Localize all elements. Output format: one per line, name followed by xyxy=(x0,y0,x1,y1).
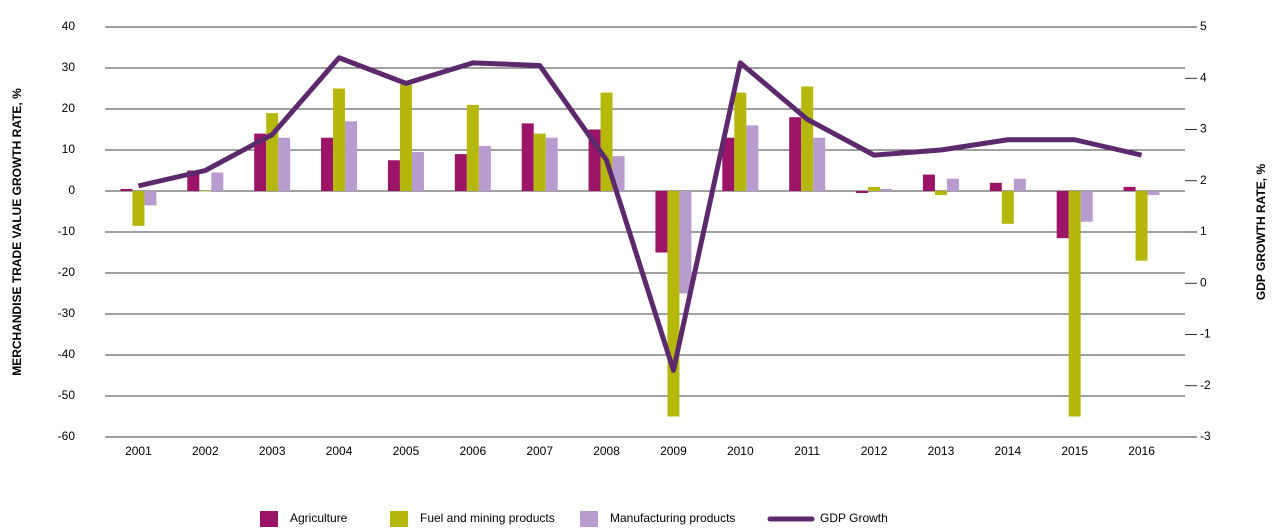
y-tick-label: -50 xyxy=(58,388,76,402)
x-tick-label: 2011 xyxy=(794,444,820,458)
bar xyxy=(132,191,145,226)
bar xyxy=(454,154,467,191)
x-tick-label: 2004 xyxy=(326,444,353,458)
x-tick-label: 2010 xyxy=(727,444,754,458)
bar xyxy=(345,121,358,191)
bar xyxy=(321,137,334,191)
y2-tick-label: -2 xyxy=(1200,378,1211,392)
x-tick-label: 2012 xyxy=(861,444,888,458)
legend-label: Agriculture xyxy=(290,511,348,525)
x-tick-label: 2002 xyxy=(192,444,219,458)
x-tick-label: 2013 xyxy=(928,444,955,458)
bar xyxy=(946,178,959,191)
bar xyxy=(411,152,424,191)
y2-tick-label: -1 xyxy=(1200,327,1211,341)
x-tick-label: 2001 xyxy=(125,444,152,458)
y-tick-label: 20 xyxy=(62,101,76,115)
x-tick-label: 2009 xyxy=(660,444,687,458)
y2-tick-label: 0 xyxy=(1200,275,1207,289)
bar xyxy=(1068,191,1081,417)
bar xyxy=(868,186,881,191)
bar xyxy=(333,88,346,191)
bar xyxy=(1135,191,1148,261)
bar xyxy=(1056,191,1069,239)
bar xyxy=(789,117,802,191)
x-tick-label: 2006 xyxy=(459,444,486,458)
bar xyxy=(120,188,133,191)
x-tick-label: 2014 xyxy=(994,444,1021,458)
bar xyxy=(813,137,826,191)
y2-tick-label: 3 xyxy=(1200,122,1207,136)
bar xyxy=(734,92,747,191)
y-tick-label: -20 xyxy=(58,265,76,279)
y-tick-label: 0 xyxy=(68,183,75,197)
bar xyxy=(266,113,279,191)
bar xyxy=(856,191,869,194)
y-tick-label: -40 xyxy=(58,347,76,361)
bar xyxy=(1123,186,1136,191)
y-tick-label: 40 xyxy=(62,19,76,33)
bar xyxy=(254,133,267,191)
bar xyxy=(1001,191,1014,224)
y-axis-label: MERCHANDISE TRADE VALUE GROWTH RATE, % xyxy=(10,88,24,376)
x-tick-label: 2015 xyxy=(1061,444,1088,458)
bar xyxy=(746,125,759,191)
y-tick-label: -30 xyxy=(58,306,76,320)
bar xyxy=(679,191,692,294)
y-tick-label: 10 xyxy=(62,142,76,156)
bar xyxy=(466,104,479,191)
y2-tick-label: -3 xyxy=(1200,429,1211,443)
y2-axis-label: GDP GROWTH RATE, % xyxy=(1254,164,1268,301)
bar xyxy=(989,182,1002,191)
x-tick-label: 2005 xyxy=(393,444,420,458)
x-tick-label: 2016 xyxy=(1128,444,1155,458)
bar xyxy=(478,145,491,191)
x-tick-label: 2007 xyxy=(526,444,553,458)
x-tick-label: 2008 xyxy=(593,444,620,458)
bar xyxy=(655,191,668,253)
bar xyxy=(144,191,157,206)
bar xyxy=(667,191,680,417)
bar xyxy=(211,172,224,191)
legend-label: Manufacturing products xyxy=(610,511,735,525)
y-tick-label: -10 xyxy=(58,224,76,238)
legend-swatch xyxy=(390,511,408,527)
line xyxy=(137,55,1143,373)
bar xyxy=(1080,191,1093,222)
bar xyxy=(722,137,735,191)
x-tick-label: 2003 xyxy=(259,444,286,458)
bar xyxy=(934,191,947,196)
legend-label: Fuel and mining products xyxy=(420,511,555,525)
y2-tick-label: 2 xyxy=(1200,173,1207,187)
bar xyxy=(1147,191,1160,196)
bar xyxy=(545,137,558,191)
bar xyxy=(1013,178,1026,191)
bar xyxy=(521,123,534,191)
y-tick-label: 30 xyxy=(62,60,76,74)
y-tick-label: -60 xyxy=(58,429,76,443)
legend-label: GDP Growth xyxy=(820,511,888,525)
bar xyxy=(278,137,291,191)
y2-tick-label: 5 xyxy=(1200,19,1207,33)
bar xyxy=(533,133,546,191)
bar xyxy=(399,84,412,191)
bar xyxy=(880,188,893,191)
bar xyxy=(387,160,400,191)
legend-swatch xyxy=(260,511,278,527)
bar xyxy=(199,191,212,192)
bar xyxy=(801,86,814,191)
bar xyxy=(922,174,935,191)
legend-swatch xyxy=(580,511,598,527)
y2-tick-label: 1 xyxy=(1200,224,1207,238)
y2-tick-label: 4 xyxy=(1200,70,1207,84)
